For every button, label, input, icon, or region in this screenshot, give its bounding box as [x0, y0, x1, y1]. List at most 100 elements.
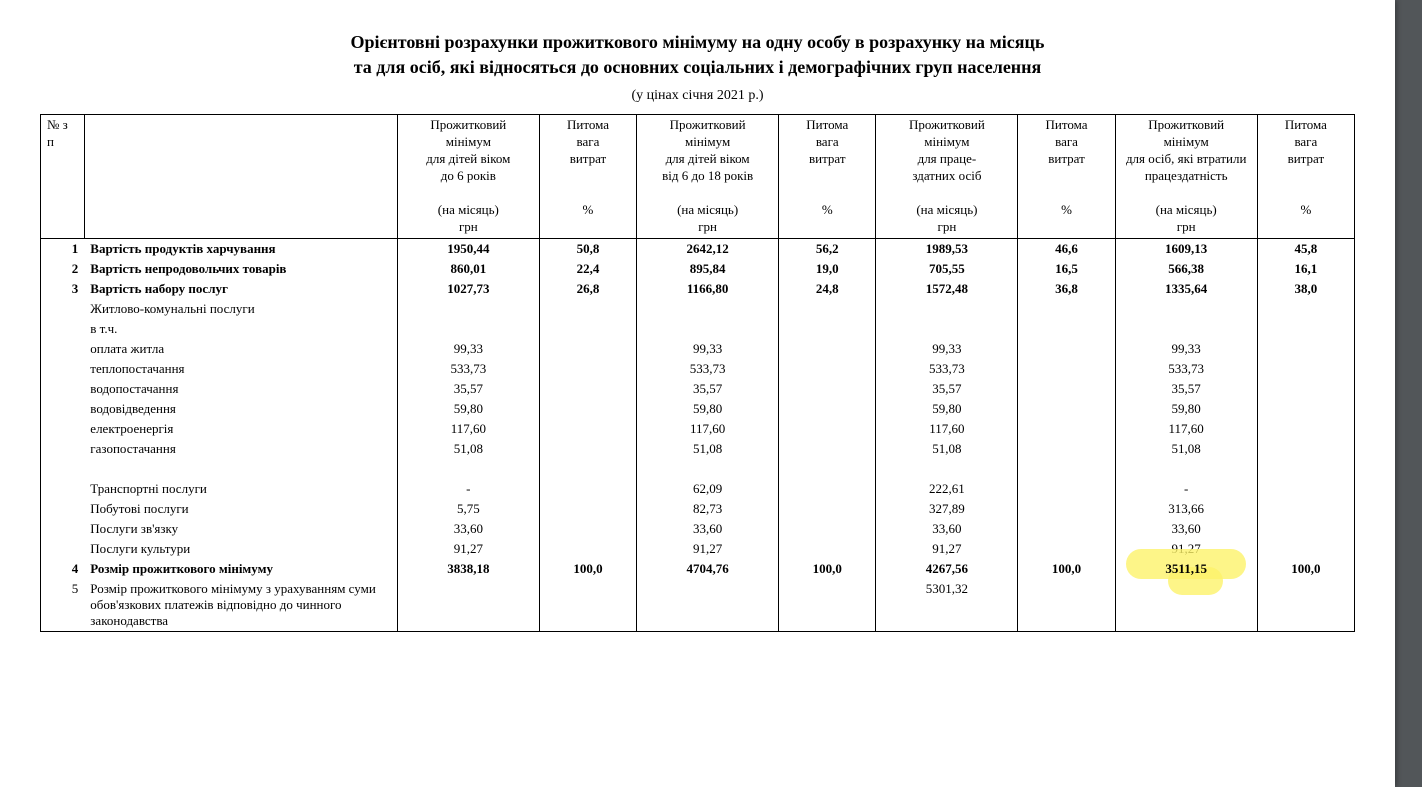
table-cell	[41, 319, 85, 339]
table-row: Побутові послуги5,7582,73327,89313,66	[41, 499, 1355, 519]
table-row: 3Вартість набору послуг1027,7326,81166,8…	[41, 279, 1355, 299]
table-header: № зп Прожитковиймінімумдля дітей вікомдо…	[41, 115, 1355, 238]
table-cell: 56,2	[779, 238, 876, 259]
table-cell: 4267,56	[876, 559, 1018, 579]
table-row: Послуги культури91,2791,2791,2791,27	[41, 539, 1355, 559]
table-cell: 222,61	[876, 479, 1018, 499]
table-cell	[1018, 379, 1115, 399]
table-cell: 5301,32	[876, 579, 1018, 632]
table-cell: 3838,18	[397, 559, 539, 579]
table-cell: 35,57	[397, 379, 539, 399]
column-header-num: № зп	[41, 115, 85, 238]
table-cell: 533,73	[876, 359, 1018, 379]
table-cell	[539, 339, 636, 359]
table-cell: 51,08	[1115, 439, 1257, 459]
table-cell	[779, 439, 876, 459]
table-row: водовідведення59,8059,8059,8059,80	[41, 399, 1355, 419]
table-row: теплопостачання533,73533,73533,73533,73	[41, 359, 1355, 379]
table-cell: 1166,80	[637, 279, 779, 299]
table-cell: 1950,44	[397, 238, 539, 259]
table-cell: 313,66	[1115, 499, 1257, 519]
table-cell: 1	[41, 238, 85, 259]
column-header: Прожитковиймінімумдля дітей вікомвід 6 д…	[637, 115, 779, 238]
table-cell: водопостачання	[84, 379, 397, 399]
table-cell	[539, 359, 636, 379]
table-row: електроенергія117,60117,60117,60117,60	[41, 419, 1355, 439]
table-cell: 62,09	[637, 479, 779, 499]
table-cell: 100,0	[779, 559, 876, 579]
table-cell: електроенергія	[84, 419, 397, 439]
table-cell	[1257, 479, 1354, 499]
table-cell: 99,33	[397, 339, 539, 359]
table-cell	[876, 459, 1018, 479]
table-cell	[779, 499, 876, 519]
table-cell	[637, 299, 779, 319]
table-cell	[539, 539, 636, 559]
table-cell	[539, 499, 636, 519]
table-cell: 533,73	[1115, 359, 1257, 379]
table-cell	[637, 459, 779, 479]
table-cell: 51,08	[637, 439, 779, 459]
table-cell	[1257, 519, 1354, 539]
table-cell: 59,80	[876, 399, 1018, 419]
table-row: Житлово-комунальні послуги	[41, 299, 1355, 319]
table-cell: 36,8	[1018, 279, 1115, 299]
document-page: Орієнтовні розрахунки прожиткового мінім…	[0, 0, 1395, 787]
table-cell: 327,89	[876, 499, 1018, 519]
table-cell: 566,38	[1115, 259, 1257, 279]
table-cell: 100,0	[1257, 559, 1354, 579]
header-row: № зп Прожитковиймінімумдля дітей вікомдо…	[41, 115, 1355, 238]
table-cell	[1115, 299, 1257, 319]
table-cell: 82,73	[637, 499, 779, 519]
table-cell	[779, 319, 876, 339]
table-cell: 33,60	[397, 519, 539, 539]
table-body: 1Вартість продуктів харчування1950,4450,…	[41, 238, 1355, 631]
table-row: 2Вартість непродовольчих товарів860,0122…	[41, 259, 1355, 279]
column-header: Питомавагавитрат %	[1018, 115, 1115, 238]
table-cell: Розмір прожиткового мінімуму з урахуванн…	[84, 579, 397, 632]
table-cell	[779, 479, 876, 499]
table-row	[41, 459, 1355, 479]
table-cell	[539, 379, 636, 399]
table-cell: газопостачання	[84, 439, 397, 459]
table-cell: 45,8	[1257, 238, 1354, 259]
table-cell	[84, 459, 397, 479]
page-title: Орієнтовні розрахунки прожиткового мінім…	[0, 30, 1395, 80]
table-cell: 91,27	[876, 539, 1018, 559]
table-row: Транспортні послуги-62,09222,61-	[41, 479, 1355, 499]
table-cell: 16,1	[1257, 259, 1354, 279]
table-cell: Житлово-комунальні послуги	[84, 299, 397, 319]
table-cell: 4704,76	[637, 559, 779, 579]
table-cell	[397, 299, 539, 319]
table-cell	[1018, 539, 1115, 559]
table-cell	[41, 439, 85, 459]
table-row: водопостачання35,5735,5735,5735,57	[41, 379, 1355, 399]
table-cell	[41, 299, 85, 319]
table-cell: 117,60	[876, 419, 1018, 439]
table-cell: 99,33	[637, 339, 779, 359]
table-cell	[1018, 579, 1115, 632]
table-cell	[1257, 439, 1354, 459]
table-cell	[41, 539, 85, 559]
table-cell: 100,0	[539, 559, 636, 579]
table-cell	[1018, 419, 1115, 439]
table-cell: 33,60	[876, 519, 1018, 539]
table-cell	[41, 359, 85, 379]
table-cell: 26,8	[539, 279, 636, 299]
column-header: Прожитковиймінімумдля осіб, які втратили…	[1115, 115, 1257, 238]
column-header: Прожитковиймінімумдля праце-здатних осіб…	[876, 115, 1018, 238]
table-cell: 50,8	[539, 238, 636, 259]
table-cell	[1018, 459, 1115, 479]
table-cell: 59,80	[637, 399, 779, 419]
table-cell: 99,33	[1115, 339, 1257, 359]
table-cell: теплопостачання	[84, 359, 397, 379]
table-cell	[779, 419, 876, 439]
table-cell	[539, 419, 636, 439]
table-cell	[397, 319, 539, 339]
table-cell	[1115, 579, 1257, 632]
table-cell	[41, 479, 85, 499]
table-cell	[1257, 459, 1354, 479]
table-row: газопостачання51,0851,0851,0851,08	[41, 439, 1355, 459]
table-cell: 35,57	[637, 379, 779, 399]
table-cell	[779, 299, 876, 319]
